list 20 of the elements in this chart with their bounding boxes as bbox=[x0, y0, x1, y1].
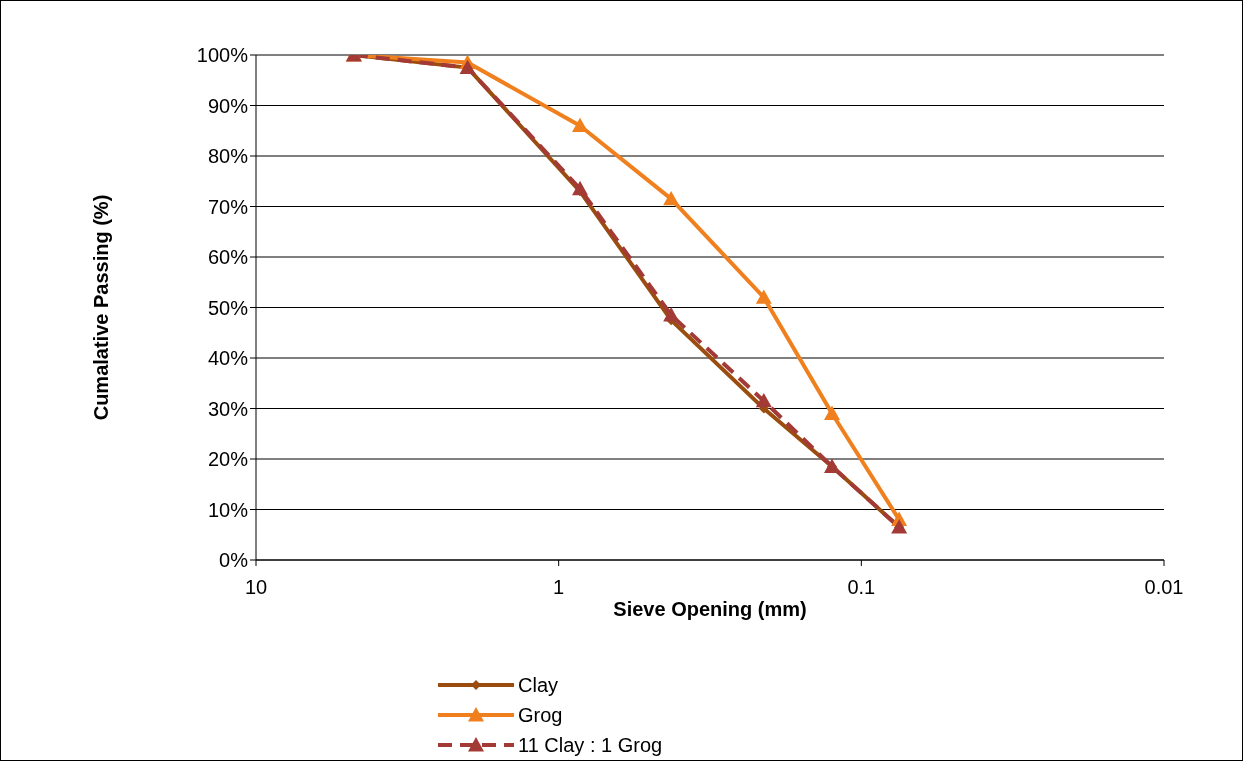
y-tick-label: 30% bbox=[207, 397, 249, 420]
y-tick-label: 0% bbox=[219, 549, 249, 572]
legend-label: Grog bbox=[518, 703, 563, 727]
x-tick-label: 0.01 bbox=[1144, 576, 1184, 599]
x-axis-title: Sieve Opening (mm) bbox=[613, 598, 807, 621]
y-tick-label: 60% bbox=[207, 246, 249, 269]
x-tick-label: 0.1 bbox=[847, 576, 876, 599]
y-tick-label: 90% bbox=[207, 94, 249, 117]
x-tick-label: 1 bbox=[553, 576, 565, 599]
y-axis-title: Cumalative Passing (%) bbox=[90, 194, 113, 421]
y-tick-label: 70% bbox=[207, 195, 249, 218]
y-tick-label: 10% bbox=[207, 498, 249, 521]
y-tick-label: 50% bbox=[207, 296, 249, 319]
legend-label: 11 Clay : 1 Grog bbox=[518, 733, 663, 757]
y-tick-label: 80% bbox=[207, 145, 249, 168]
x-tick-label: 10 bbox=[244, 576, 268, 599]
y-tick-label: 40% bbox=[207, 347, 249, 370]
y-tick-label: 100% bbox=[196, 44, 249, 67]
legend-label: Clay bbox=[518, 673, 559, 697]
y-tick-label: 20% bbox=[207, 448, 249, 471]
